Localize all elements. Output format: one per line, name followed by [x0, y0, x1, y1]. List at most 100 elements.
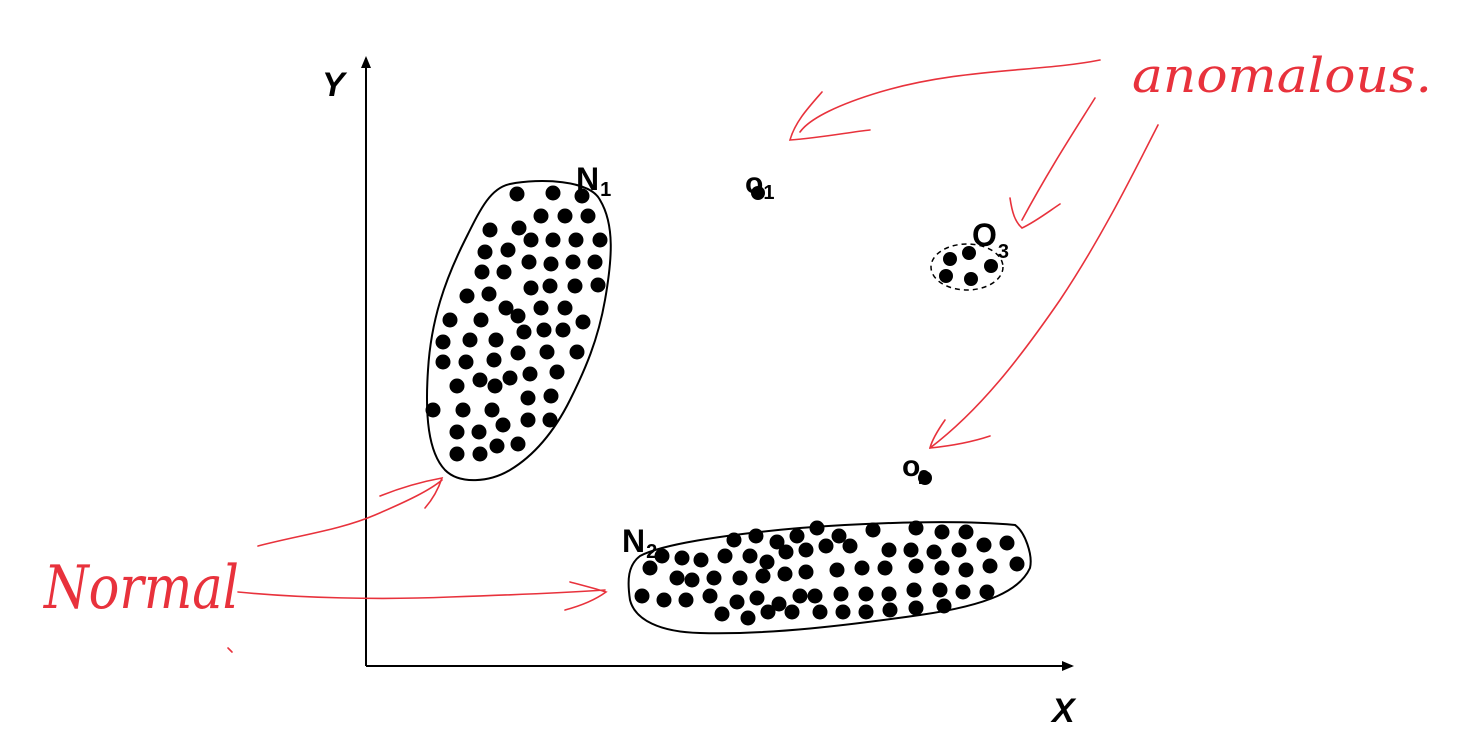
annotation-anomalous [788, 59, 1159, 449]
cluster-point [829, 562, 845, 578]
cluster-point [748, 528, 764, 544]
cluster-point [510, 345, 526, 361]
cluster-point [522, 366, 538, 382]
arrow-to-o3-head [1009, 197, 1061, 229]
cluster-point [934, 560, 950, 576]
cluster-n2-points [634, 520, 1025, 626]
cluster-point [812, 604, 828, 620]
cluster-point [542, 278, 558, 294]
cluster-point [510, 308, 526, 324]
cluster-point [926, 544, 942, 560]
cluster-point [865, 522, 881, 538]
cluster-point [729, 594, 745, 610]
cluster-point [789, 528, 805, 544]
cluster-point [587, 254, 603, 270]
cluster-point [549, 364, 565, 380]
cluster-point [574, 188, 590, 204]
cluster-point [496, 264, 512, 280]
cluster-point [769, 534, 785, 550]
cluster-point [487, 378, 503, 394]
annotation-normal [227, 476, 608, 653]
cluster-point [976, 537, 992, 553]
cluster-point [533, 300, 549, 316]
cluster-point [509, 186, 525, 202]
cluster-point [472, 372, 488, 388]
cluster-point [749, 590, 765, 606]
cluster-point [771, 596, 787, 612]
cluster-point [842, 538, 858, 554]
cluster-point [500, 242, 516, 258]
y-axis-label: Y [322, 66, 348, 104]
cluster-point [458, 354, 474, 370]
cluster-point [674, 550, 690, 566]
cluster-point [569, 344, 585, 360]
cluster-point [484, 402, 500, 418]
cluster-point [435, 354, 451, 370]
arrow-to-o2-head [928, 419, 991, 449]
cluster-point [488, 332, 504, 348]
cluster-point [542, 412, 558, 428]
cluster-point [489, 438, 505, 454]
cluster-o3-label: O3 [972, 217, 1009, 263]
cluster-point [539, 344, 555, 360]
cluster-point [656, 592, 672, 608]
outlier-o1-point [751, 186, 765, 200]
cluster-point [755, 568, 771, 584]
cluster-point [520, 412, 536, 428]
cluster-point [908, 558, 924, 574]
cluster-point [809, 520, 825, 536]
cluster-point [858, 586, 874, 602]
cluster-point [1009, 556, 1025, 572]
cluster-point [881, 586, 897, 602]
cluster-point [881, 542, 897, 558]
arrow-to-n1 [257, 479, 443, 547]
arrow-to-o1 [799, 59, 1101, 133]
cluster-point [798, 542, 814, 558]
cluster-point [999, 535, 1015, 551]
cluster-point [903, 542, 919, 558]
cluster-point [482, 222, 498, 238]
cluster-point [669, 570, 685, 586]
cluster-point [833, 586, 849, 602]
cluster-point [784, 604, 800, 620]
cluster-point [958, 562, 974, 578]
cluster-point [523, 280, 539, 296]
cluster-point [908, 600, 924, 616]
cluster-point [654, 548, 670, 564]
cluster-n1-points [425, 185, 608, 462]
cluster-n1-label: N1 [576, 161, 611, 201]
cluster-point [455, 402, 471, 418]
cluster-point [717, 548, 733, 564]
cluster-point [955, 584, 971, 600]
cluster-point [449, 378, 465, 394]
cluster-point [442, 312, 458, 328]
cluster-point [684, 572, 700, 588]
cluster-point [818, 538, 834, 554]
cluster-point [425, 402, 441, 418]
cluster-point [807, 588, 823, 604]
cluster-point [545, 232, 561, 248]
cluster-point [543, 256, 559, 272]
cluster-point [634, 588, 650, 604]
arrow-to-n1-head [379, 476, 444, 509]
cluster-point [732, 570, 748, 586]
cluster-point [449, 424, 465, 440]
cluster-point [792, 588, 808, 604]
cluster-point [510, 436, 526, 452]
cluster-point [521, 254, 537, 270]
cluster-point [486, 352, 502, 368]
cluster-point [511, 220, 527, 236]
cluster-point [702, 588, 718, 604]
cluster-point [934, 524, 950, 540]
cluster-point [831, 528, 847, 544]
arrow-to-o2 [929, 124, 1159, 449]
cluster-point [477, 244, 493, 260]
cluster-point [565, 254, 581, 270]
cluster-point [906, 582, 922, 598]
cluster-point [449, 446, 465, 462]
cluster-point [642, 560, 658, 576]
cluster-point [472, 446, 488, 462]
cluster-point [590, 277, 606, 293]
outlier-o1-label: o1 [745, 167, 774, 204]
